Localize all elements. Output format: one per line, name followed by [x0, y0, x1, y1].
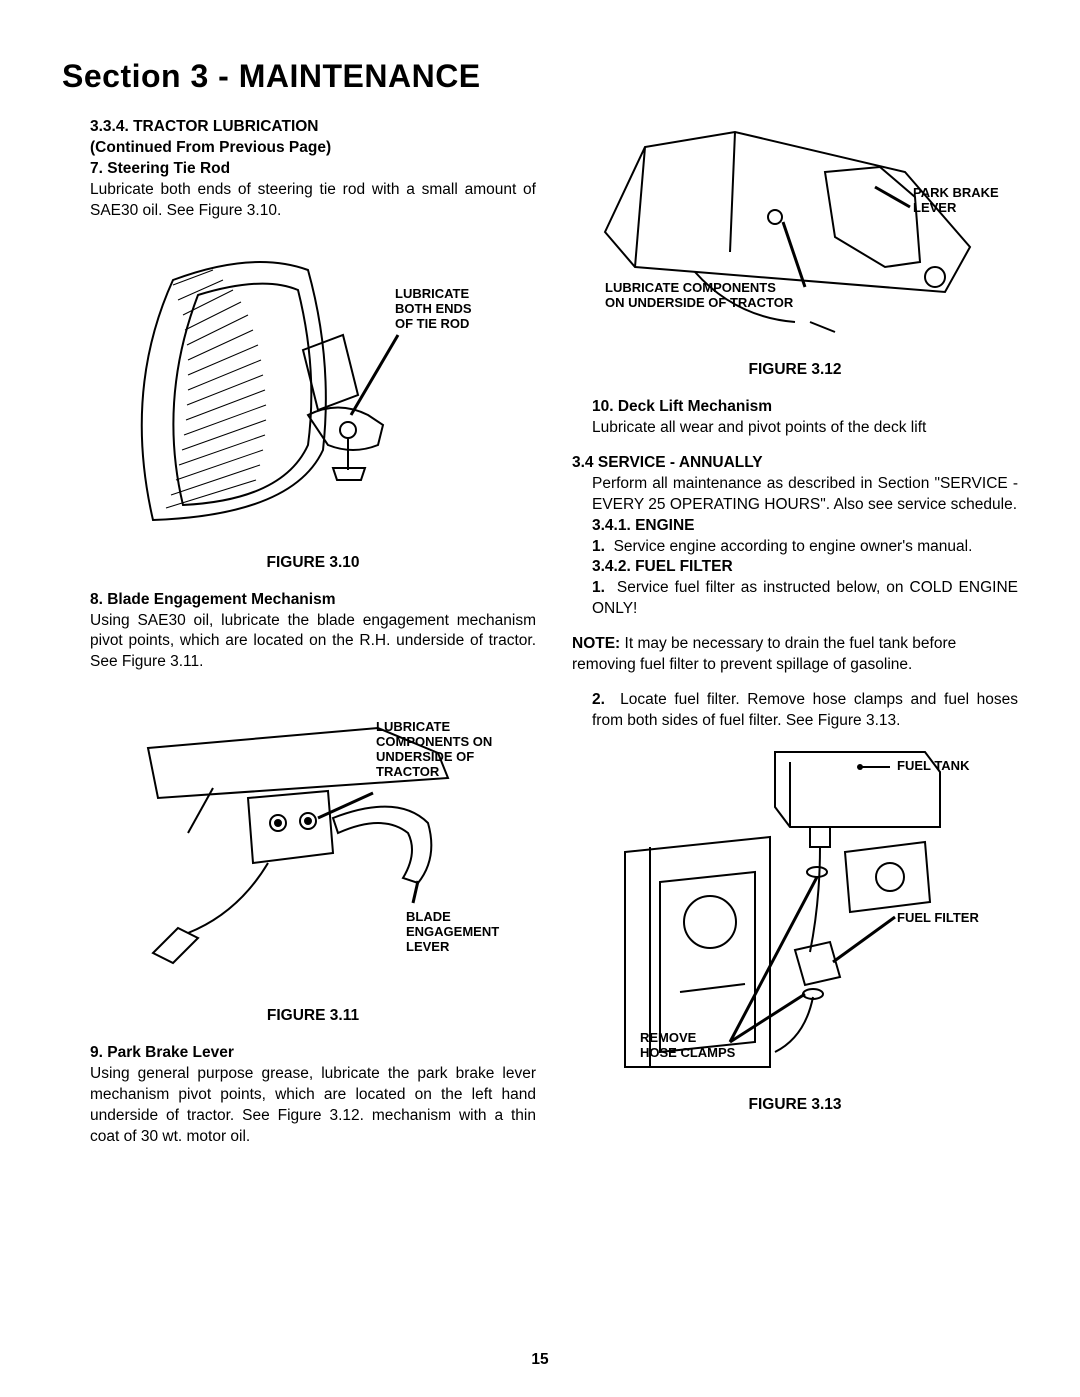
- fig311-callout-a-l4: TRACTOR: [376, 764, 440, 779]
- figure-3-12: PARK BRAKE LEVER LUBRICATE COMPONENTS ON…: [572, 117, 1018, 347]
- figure-3-11: LUBRICATE COMPONENTS ON UNDERSIDE OF TRA…: [90, 703, 536, 993]
- fig311-callout-b-l3: LEVER: [406, 939, 450, 954]
- left-column: 3.3.4. TRACTOR LUBRICATION (Continued Fr…: [62, 117, 536, 1148]
- item-9-title: 9. Park Brake Lever: [90, 1043, 536, 1064]
- fig312-callout-b-l1: LUBRICATE COMPONENTS: [605, 280, 776, 295]
- fig313-callout-c-l2: HOSE CLAMPS: [640, 1045, 736, 1060]
- note-text: It may be necessary to drain the fuel ta…: [572, 635, 956, 673]
- section-3-4-title: 3.4 SERVICE - ANNUALLY: [572, 453, 1018, 474]
- fig311-callout-a-l2: COMPONENTS ON: [376, 734, 492, 749]
- page-number: 15: [0, 1351, 1080, 1369]
- item-8-title: 8. Blade Engagement Mechanism: [90, 590, 536, 611]
- right-column: PARK BRAKE LEVER LUBRICATE COMPONENTS ON…: [572, 117, 1018, 1148]
- section-3-4-text: Perform all maintenance as described in …: [592, 474, 1018, 516]
- subsection-334: 3.3.4. TRACTOR LUBRICATION: [90, 117, 536, 138]
- sec342-item1-text: Service fuel filter as instructed below,…: [592, 579, 1018, 617]
- note-block: NOTE: It may be necessary to drain the f…: [572, 634, 1018, 676]
- figure-3-11-svg: LUBRICATE COMPONENTS ON UNDERSIDE OF TRA…: [118, 703, 508, 993]
- fig310-callout-l3: OF TIE ROD: [395, 316, 469, 331]
- fig312-callout-a-l1: PARK BRAKE: [913, 185, 999, 200]
- page-container: Section 3 - MAINTENANCE 3.3.4. TRACTOR L…: [0, 0, 1080, 1397]
- section-3-4-2-title: 3.4.2. FUEL FILTER: [592, 557, 1018, 578]
- figure-3-12-svg: PARK BRAKE LEVER LUBRICATE COMPONENTS ON…: [575, 117, 1015, 347]
- fig312-callout-b-l2: ON UNDERSIDE OF TRACTOR: [605, 295, 794, 310]
- item-7-title: 7. Steering Tie Rod: [90, 159, 536, 180]
- fig311-callout-b-l1: BLADE: [406, 909, 451, 924]
- fig311-callout-a-l3: UNDERSIDE OF: [376, 749, 474, 764]
- item-8-text: Using SAE30 oil, lubricate the blade eng…: [90, 611, 536, 674]
- figure-3-10-caption: FIGURE 3.10: [90, 554, 536, 572]
- continued-note: (Continued From Previous Page): [90, 138, 536, 159]
- figure-3-13-svg: FUEL TANK FUEL FILTER REMOVE HOSE CLAMPS: [595, 742, 995, 1082]
- figure-3-12-caption: FIGURE 3.12: [572, 361, 1018, 379]
- figure-3-11-caption: FIGURE 3.11: [90, 1007, 536, 1025]
- figure-3-10: LUBRICATE BOTH ENDS OF TIE ROD: [90, 240, 536, 540]
- note-label: NOTE:: [572, 635, 620, 652]
- figure-3-13-caption: FIGURE 3.13: [572, 1096, 1018, 1114]
- sec342-item2-text: Locate fuel filter. Remove hose clamps a…: [592, 691, 1018, 729]
- fig313-callout-c-l1: REMOVE: [640, 1030, 697, 1045]
- fig310-callout-l1: LUBRICATE: [395, 286, 469, 301]
- fig311-callout-b-l2: ENGAGEMENT: [406, 924, 499, 939]
- fig313-callout-b: FUEL FILTER: [897, 910, 979, 925]
- item-7-text: Lubricate both ends of steering tie rod …: [90, 180, 536, 222]
- fig312-callout-a-l2: LEVER: [913, 200, 957, 215]
- fig313-callout-a: FUEL TANK: [897, 758, 970, 773]
- figure-3-13: FUEL TANK FUEL FILTER REMOVE HOSE CLAMPS: [572, 742, 1018, 1082]
- item-9-text: Using general purpose grease, lubricate …: [90, 1064, 536, 1148]
- fig311-callout-a-l1: LUBRICATE: [376, 719, 450, 734]
- section-3-4-2-item2: 2. Locate fuel filter. Remove hose clamp…: [592, 690, 1018, 732]
- two-column-layout: 3.3.4. TRACTOR LUBRICATION (Continued Fr…: [62, 117, 1018, 1148]
- sec341-item1-text: Service engine according to engine owner…: [614, 538, 973, 555]
- fig310-callout-l2: BOTH ENDS: [395, 301, 472, 316]
- item-10-text: Lubricate all wear and pivot points of t…: [592, 418, 1018, 439]
- section-3-4-2-item1: 1. Service fuel filter as instructed bel…: [592, 578, 1018, 620]
- section-title: Section 3 - MAINTENANCE: [62, 58, 1018, 95]
- figure-3-10-svg: LUBRICATE BOTH ENDS OF TIE ROD: [133, 240, 493, 540]
- section-3-4-1-title: 3.4.1. ENGINE: [592, 516, 1018, 537]
- item-10-title: 10. Deck Lift Mechanism: [592, 397, 1018, 418]
- section-3-4-1-item1: 1. Service engine according to engine ow…: [592, 537, 1018, 558]
